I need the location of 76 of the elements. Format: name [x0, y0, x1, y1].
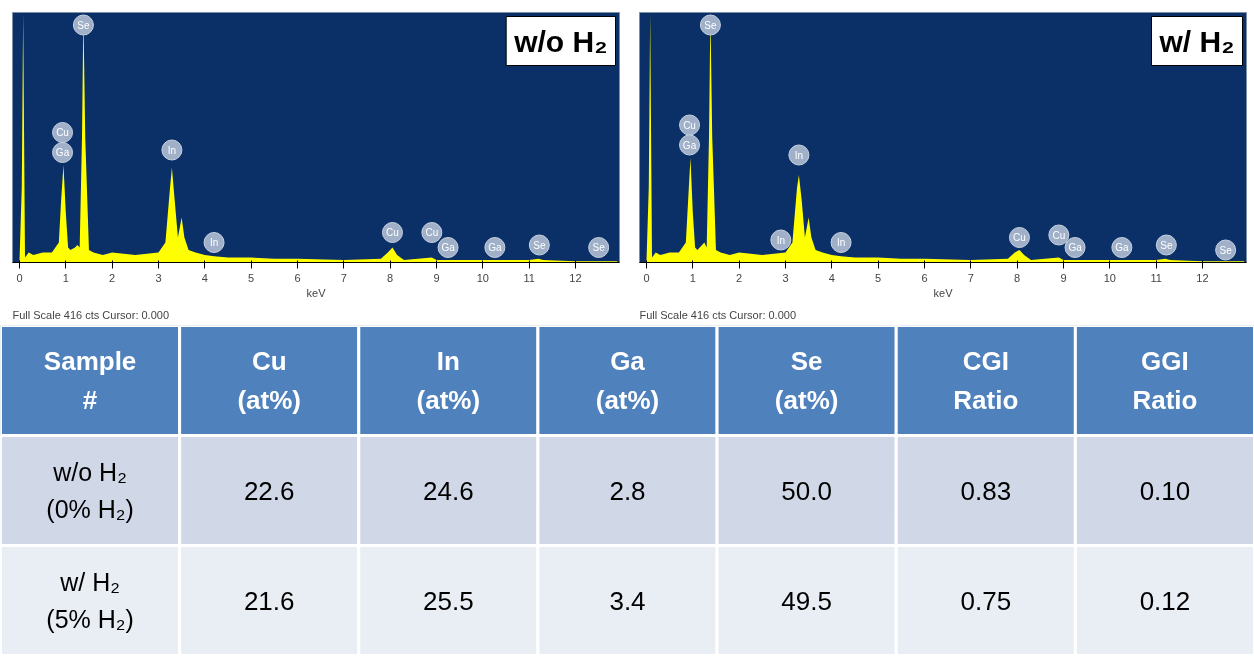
annotation: Ga	[488, 242, 502, 253]
data-label: 21.6	[243, 585, 295, 616]
x-tick-label: CGI Ratio	[953, 346, 1019, 415]
x-tick-label: Se (at%)	[774, 346, 839, 415]
y-tick-label: w/o H₂ (0% H₂)	[46, 458, 134, 523]
annotation: Se	[704, 19, 717, 31]
annotation: Ga	[1068, 242, 1083, 253]
annotation: Cu	[425, 227, 439, 238]
x-tick-label: 2	[109, 271, 116, 284]
x-axis-title: keV	[306, 286, 327, 299]
data-label: 50.0	[781, 475, 832, 506]
data-label: 0.83	[960, 475, 1012, 506]
x-tick-label: 7	[967, 271, 974, 284]
annotation: Se	[1160, 239, 1173, 251]
x-tick-label: 3	[782, 271, 789, 284]
x-tick-label: 8	[1014, 271, 1021, 284]
y-tick-label: w/ H₂ (5% H₂)	[46, 568, 134, 633]
x-tick-label: 5	[875, 271, 882, 284]
x-axis-title: keV	[933, 286, 954, 299]
annotation: In	[209, 237, 219, 248]
x-tick-label: 9	[433, 271, 440, 284]
x-tick-label: 3	[155, 271, 162, 284]
x-tick-label: Ga (at%)	[595, 346, 660, 415]
annotation: In	[167, 144, 177, 156]
annotation: Cu	[683, 119, 696, 131]
data-label: 2.8	[609, 475, 646, 506]
x-tick-label: 12	[569, 271, 582, 284]
annotation: Ga	[55, 147, 70, 158]
x-tick-label: 2	[736, 271, 743, 284]
x-tick-label: 0	[643, 271, 650, 284]
annotation: Se	[533, 239, 546, 251]
annotation: Ga	[682, 139, 697, 151]
annotation: In	[776, 234, 785, 246]
data-label: 0.12	[1139, 585, 1191, 616]
data-label: 3.4	[609, 585, 646, 616]
x-tick-label: 11	[1150, 271, 1162, 284]
annotation: Cu	[1013, 232, 1026, 243]
x-tick-label: 12	[1196, 271, 1209, 284]
annotation: Se	[77, 19, 90, 31]
x-tick-label: 8	[387, 271, 394, 284]
x-tick-label: In (at%)	[416, 346, 481, 415]
x-tick-label: 9	[1060, 271, 1067, 284]
x-tick-label: 4	[828, 271, 835, 284]
data-label: 22.6	[243, 475, 295, 506]
x-tick-label: 6	[294, 271, 301, 284]
data-label: 0.75	[960, 585, 1012, 616]
x-tick-label: 5	[248, 271, 255, 284]
x-tick-label: 7	[340, 271, 347, 284]
data-label: 49.5	[781, 585, 832, 616]
data-label: 24.6	[423, 475, 474, 506]
x-tick-label: 10	[1103, 271, 1116, 284]
annotation: Ga	[441, 242, 456, 253]
x-tick-label: 1	[689, 271, 696, 284]
x-tick-label: 1	[62, 271, 69, 284]
annotation: In	[794, 149, 804, 161]
annotation: Cu	[386, 227, 399, 238]
annotation: Ga	[1115, 242, 1129, 253]
annotation: Cu	[56, 127, 69, 138]
x-tick-label: GGI Ratio	[1132, 346, 1198, 415]
annotation: In	[836, 237, 846, 248]
annotation: Cu	[1052, 229, 1066, 241]
x-tick-label: 6	[921, 271, 928, 284]
text: Full Scale 416 cts Cursor: 0.000	[12, 308, 170, 321]
chart-title: w/ H₂	[1158, 24, 1235, 58]
x-tick-label: 11	[523, 271, 535, 284]
x-tick-label: Cu (at%)	[237, 346, 301, 415]
x-tick-label: 0	[16, 271, 23, 284]
x-tick-label: 4	[201, 271, 208, 284]
annotation: Se	[1219, 244, 1233, 256]
annotation: Se	[592, 242, 606, 253]
text: Full Scale 416 cts Cursor: 0.000	[639, 308, 797, 321]
data-label: 0.10	[1139, 475, 1191, 506]
y-axis-title: Sample #	[43, 346, 137, 415]
data-label: 25.5	[423, 585, 474, 616]
x-tick-label: 10	[476, 271, 489, 284]
chart-title: w/o H₂	[513, 24, 608, 58]
